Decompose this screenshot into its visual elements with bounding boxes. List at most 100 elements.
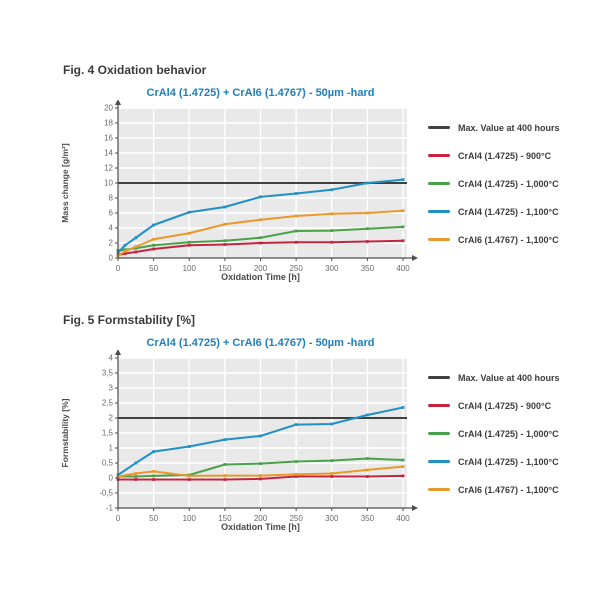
x-axis-arrow-icon [412, 255, 418, 261]
figure4-chart-title: CrAl4 (1.4725) + CrAl6 (1.4767) - 50µm -… [146, 87, 375, 99]
x-tick-label: 400 [396, 264, 410, 272]
y-tick-label: 0 [109, 474, 114, 483]
legend-swatch [428, 126, 450, 129]
x-tick-label: 150 [218, 264, 232, 272]
x-tick-label: 0 [116, 514, 121, 522]
legend-label: CrAl4 (1.4725) - 900°C [458, 150, 552, 161]
data-point [187, 478, 191, 481]
data-point [152, 237, 156, 241]
data-point [401, 458, 405, 462]
y-tick-label: 2 [109, 239, 114, 248]
data-point [134, 475, 138, 478]
data-point [365, 468, 369, 472]
legend-swatch [428, 488, 450, 491]
data-point [330, 472, 334, 475]
figure4-heading: Fig. 4 Oxidation behavior [63, 63, 207, 77]
data-point [330, 422, 334, 426]
y-tick-label: 18 [104, 119, 113, 128]
y-axis-arrow-icon [115, 100, 121, 105]
x-tick-label: 300 [325, 514, 339, 522]
data-point [401, 465, 405, 468]
legend-item: Max. Value at 400 hours [428, 372, 593, 383]
data-point [259, 241, 262, 245]
figure4-x-axis-label: Oxidation Time [h] [221, 272, 300, 282]
data-point [134, 236, 138, 240]
x-tick-label: 200 [254, 514, 268, 522]
data-point [223, 243, 227, 246]
data-point [294, 214, 298, 218]
y-tick-label: 4 [109, 354, 114, 363]
data-point [401, 178, 405, 182]
data-point [223, 239, 227, 243]
data-point [259, 462, 262, 465]
data-point [123, 249, 127, 253]
series-line [117, 406, 404, 476]
data-point [365, 211, 369, 215]
y-tick-label: 8 [109, 194, 114, 203]
legend-swatch [428, 210, 450, 213]
data-point [187, 231, 191, 235]
legend-item: CrAl4 (1.4725) - 900°C [428, 400, 593, 411]
data-point [294, 240, 298, 244]
legend-item: CrAl6 (1.4767) - 1,100°C [428, 484, 593, 495]
y-tick-label: -0,5 [99, 489, 113, 498]
data-point [223, 463, 227, 466]
legend-label: CrAl6 (1.4767) - 1,100°C [458, 234, 559, 245]
legend-label: Max. Value at 400 hours [458, 372, 560, 383]
data-point [365, 475, 369, 478]
legend-swatch [428, 404, 450, 407]
legend-item: CrAl6 (1.4767) - 1,100°C [428, 234, 593, 245]
x-tick-label: 50 [149, 514, 158, 522]
data-point [294, 423, 298, 426]
data-point [259, 218, 262, 222]
legend-label: Max. Value at 400 hours [458, 122, 560, 133]
formstability-chart: -1 -0,5 0 0,5 1 1,5 2 2,5 3 3,5 4 0 50 100 150 200 250 30… [99, 350, 418, 522]
series-line [118, 457, 404, 478]
legend-swatch [428, 432, 450, 435]
data-point [134, 246, 138, 250]
data-point [365, 413, 369, 417]
data-point [401, 474, 405, 478]
legend-item: CrAl4 (1.4725) - 1,000°C [428, 428, 593, 439]
data-point [294, 475, 298, 478]
data-point [259, 195, 262, 199]
figure5-chart-title: CrAl4 (1.4725) + CrAl6 (1.4767) - 50µm -… [146, 337, 375, 349]
data-point [223, 205, 227, 209]
data-point [294, 192, 298, 195]
data-point [365, 227, 369, 231]
data-point [134, 461, 138, 465]
data-point [134, 478, 138, 481]
legend-swatch [428, 460, 450, 463]
series-line [117, 465, 404, 478]
data-point [187, 474, 191, 478]
x-tick-label: 350 [361, 514, 375, 522]
y-tick-label: 20 [104, 104, 113, 113]
y-tick-label: 6 [109, 209, 114, 218]
data-point [365, 457, 369, 460]
y-tick-label: -1 [106, 504, 114, 513]
data-point [259, 236, 262, 240]
y-tick-label: 1,5 [102, 429, 114, 438]
data-point [152, 247, 156, 251]
data-point [330, 240, 334, 244]
data-point [365, 240, 369, 243]
data-point [294, 473, 298, 476]
legend-item: Max. Value at 400 hours [428, 122, 593, 133]
data-point [134, 472, 138, 475]
data-point [223, 474, 227, 477]
data-point [259, 474, 262, 477]
data-point [223, 478, 227, 481]
x-tick-label: 400 [396, 514, 410, 522]
data-point [330, 212, 334, 216]
figure4-legend: Max. Value at 400 hours CrAl4 (1.4725) - … [428, 122, 593, 262]
y-tick-label: 2,5 [102, 399, 114, 408]
x-tick-label: 100 [183, 514, 197, 522]
data-point [259, 477, 262, 481]
legend-label: CrAl4 (1.4725) - 1,100°C [458, 456, 559, 467]
legend-item: CrAl4 (1.4725) - 1,100°C [428, 456, 593, 467]
data-point [187, 243, 191, 247]
legend-label: CrAl4 (1.4725) - 1,000°C [458, 178, 559, 189]
data-point [187, 445, 191, 448]
data-point [259, 434, 262, 438]
